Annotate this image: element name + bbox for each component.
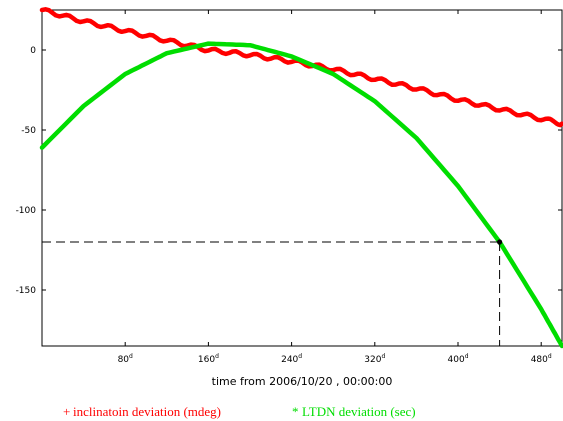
annotation-point xyxy=(497,239,503,245)
x-tick-label: 160d xyxy=(198,353,219,365)
x-tick-label: 80d xyxy=(118,353,133,365)
x-axis-title: time from 2006/10/20 , 00:00:00 xyxy=(212,375,393,388)
y-tick-label: -100 xyxy=(16,206,37,216)
x-tick-label: 240d xyxy=(281,353,302,365)
x-tick-label: 480d xyxy=(531,353,552,365)
annotation-layer xyxy=(42,239,503,346)
legend-symbol-inclination: + xyxy=(63,404,70,419)
y-tick-label: -150 xyxy=(16,286,37,296)
x-tick-label: 320d xyxy=(364,353,385,365)
y-tick-label: 0 xyxy=(30,46,36,56)
series-line xyxy=(39,41,563,349)
x-axis-ticks: 80d 160d 240d 320d 400d 480d xyxy=(118,10,552,365)
series-layer xyxy=(39,7,563,349)
legend-label-ltdn: LTDN deviation (sec) xyxy=(302,404,416,419)
y-tick-label: -50 xyxy=(21,126,36,136)
legend-symbol-ltdn: * xyxy=(292,404,299,419)
x-tick-label: 400d xyxy=(448,353,469,365)
legend-label-inclination: inclinatoin deviation (mdeg) xyxy=(73,404,221,419)
legend: + inclinatoin deviation (mdeg) * LTDN de… xyxy=(63,404,416,419)
series-ltdn xyxy=(39,41,563,349)
y-axis-ticks: 0 -50 -100 -150 xyxy=(16,46,562,296)
plot-area xyxy=(41,9,563,347)
